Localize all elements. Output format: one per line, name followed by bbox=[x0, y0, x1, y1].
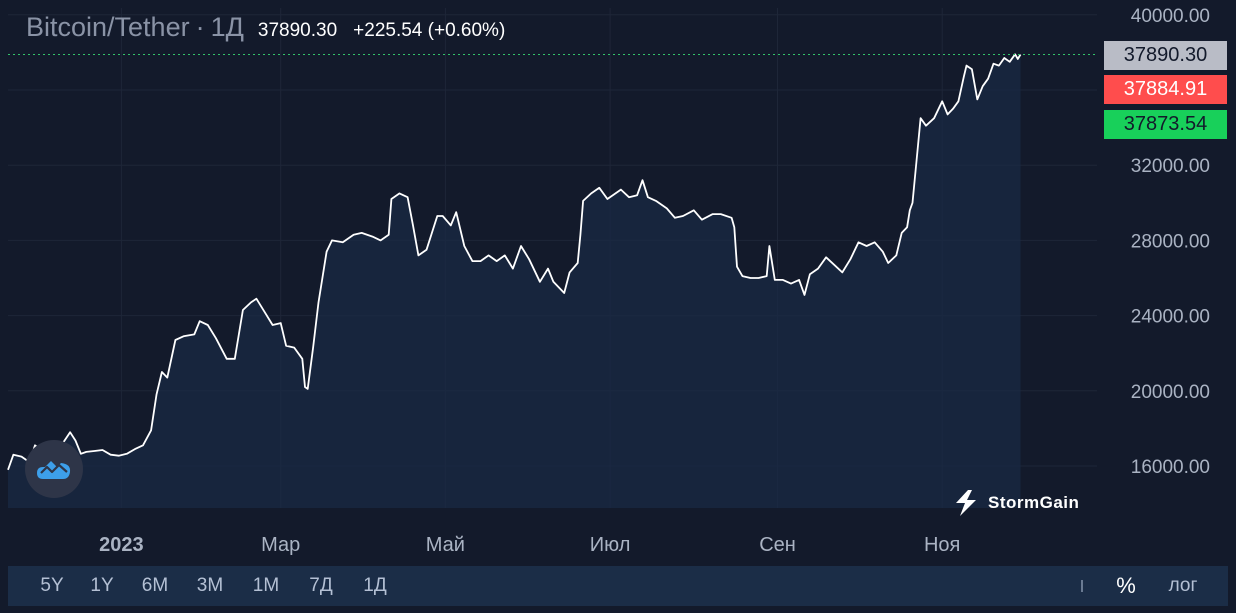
lightning-icon bbox=[956, 490, 976, 516]
y-tick-label: 20000.00 bbox=[1131, 382, 1210, 403]
y-tick-label: 24000.00 bbox=[1131, 307, 1210, 328]
stormgain-brand: StormGain bbox=[954, 490, 1079, 516]
price-change: +225.54 (+0.60%) bbox=[353, 20, 506, 41]
x-tick-label: Июл bbox=[590, 534, 631, 556]
header-separator: · bbox=[195, 12, 205, 42]
price-area-fill bbox=[8, 54, 1021, 509]
y-axis: 16000.00 20000.00 24000.00 28000.00 32000.00… bbox=[1131, 6, 1210, 478]
symbol-name[interactable]: Bitcoin/Tether bbox=[26, 12, 190, 42]
range-button-6m[interactable]: 6M bbox=[141, 575, 169, 596]
x-tick-label: Май bbox=[426, 534, 465, 556]
range-button-1d[interactable]: 1Д bbox=[363, 575, 387, 596]
y-tick-label: 40000.00 bbox=[1131, 6, 1210, 27]
log-scale-toggle[interactable]: лог bbox=[1168, 575, 1198, 596]
ask-price-tag: 37884.91 bbox=[1104, 75, 1227, 104]
y-tick-label: 32000.00 bbox=[1131, 156, 1210, 177]
x-tick-label: 2023 bbox=[99, 534, 144, 556]
interval-label[interactable]: 1Д bbox=[210, 12, 244, 42]
last-price-tag: 37890.30 bbox=[1104, 41, 1227, 70]
x-tick-label: Мар bbox=[261, 534, 300, 556]
tradingview-logo-button[interactable] bbox=[25, 440, 83, 498]
price-line bbox=[7, 53, 1022, 471]
x-axis: 2023 Мар Май Июл Сен Ноя bbox=[99, 534, 960, 556]
bid-price-tag: 37873.54 bbox=[1104, 110, 1227, 139]
range-button-1y[interactable]: 1Y bbox=[90, 575, 114, 596]
range-button-5y[interactable]: 5Y bbox=[40, 575, 64, 596]
cloud-chart-icon bbox=[37, 461, 71, 479]
toolbar-divider bbox=[1081, 580, 1083, 592]
last-price: 37890.30 bbox=[257, 20, 338, 41]
range-button-7d[interactable]: 7Д bbox=[309, 575, 333, 596]
range-button-3m[interactable]: 3M bbox=[196, 575, 224, 596]
brand-name: StormGain bbox=[988, 493, 1080, 512]
y-tick-label: 28000.00 bbox=[1131, 231, 1210, 252]
x-tick-label: Сен bbox=[759, 534, 796, 556]
chart-header: Bitcoin/Tether · 1Д 37890.30 +225.54 (+0… bbox=[26, 12, 505, 46]
percent-scale-toggle[interactable]: % bbox=[1116, 573, 1136, 598]
x-tick-label: Ноя bbox=[924, 534, 960, 556]
range-button-1m[interactable]: 1M bbox=[252, 575, 280, 596]
range-toolbar: 5Y 1Y 6M 3M 1M 7Д 1Д % лог bbox=[8, 566, 1228, 606]
y-tick-label: 16000.00 bbox=[1131, 457, 1210, 478]
